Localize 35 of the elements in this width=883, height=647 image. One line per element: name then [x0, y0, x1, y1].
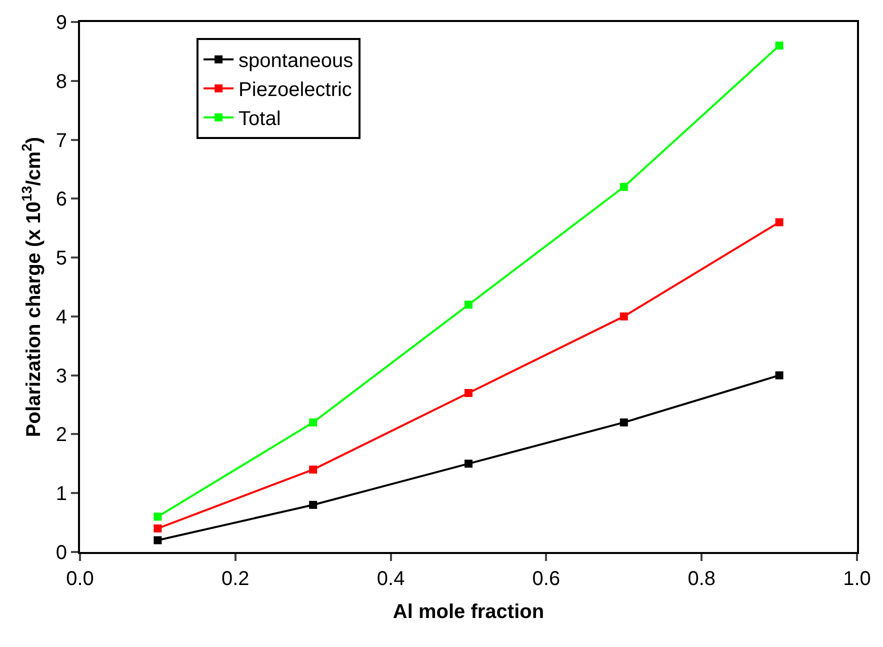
point — [309, 418, 318, 426]
point — [620, 312, 628, 320]
y-tick-label: 1 — [56, 483, 67, 506]
point — [775, 42, 784, 50]
x-tick-label: 0.4 — [376, 568, 405, 590]
y-tick-label: 4 — [56, 306, 67, 328]
x-tick-label: 1.0 — [843, 568, 871, 590]
y-tick-label: 3 — [56, 365, 67, 388]
point — [309, 500, 318, 509]
y-tick-label: 7 — [56, 130, 67, 152]
point — [464, 460, 472, 468]
point — [154, 512, 162, 521]
y-tick-label: 6 — [56, 188, 67, 211]
point — [309, 466, 318, 474]
legend-label: Total — [238, 108, 281, 130]
point — [154, 524, 162, 532]
point — [620, 182, 628, 191]
x-tick-label: 0.2 — [221, 568, 250, 590]
y-tick-label: 2 — [56, 424, 67, 446]
y-tick-label: 8 — [56, 70, 67, 93]
x-tick-label: 0.8 — [688, 568, 716, 590]
legend-label: spontaneous — [238, 50, 354, 72]
point — [154, 536, 162, 544]
y-tick-label: 9 — [56, 12, 67, 34]
legend-label: Piezoelectric — [238, 79, 352, 102]
point — [464, 300, 472, 309]
point — [775, 371, 784, 380]
point — [775, 218, 784, 226]
x-tick-label: 0.6 — [532, 568, 560, 590]
x-tick-label: 0.0 — [66, 568, 94, 590]
y-tick-label: 5 — [56, 248, 67, 270]
point — [620, 418, 628, 426]
y-tick-label: 0 — [56, 542, 67, 564]
x-axis-title: Al mole fraction — [392, 601, 544, 623]
point — [464, 389, 472, 397]
